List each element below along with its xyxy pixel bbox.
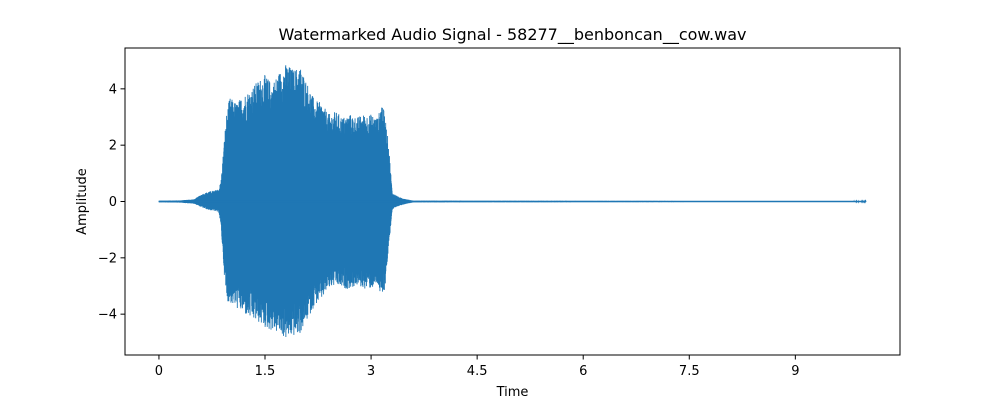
x-tick-label: 0 — [155, 364, 163, 379]
y-axis-ticks: −4 −2 0 2 4 — [98, 82, 125, 323]
x-axis-label: Time — [496, 385, 529, 400]
x-tick-label: 6 — [579, 364, 587, 379]
y-tick-label: 4 — [109, 82, 117, 97]
chart-title: Watermarked Audio Signal - 58277__benbon… — [279, 25, 747, 45]
x-axis-ticks: 0 1.5 3 4.5 6 7.5 9 — [155, 355, 799, 379]
plot-area — [158, 65, 867, 338]
x-tick-label: 4.5 — [467, 364, 488, 379]
y-tick-label: −4 — [98, 308, 117, 323]
y-axis-label: Amplitude — [75, 168, 90, 235]
x-tick-label: 7.5 — [679, 364, 700, 379]
y-tick-label: 0 — [109, 195, 117, 210]
y-tick-label: 2 — [109, 139, 117, 154]
x-tick-label: 9 — [791, 364, 799, 379]
y-tick-label: −2 — [98, 251, 117, 266]
x-tick-label: 1.5 — [255, 364, 276, 379]
x-tick-label: 3 — [367, 364, 375, 379]
